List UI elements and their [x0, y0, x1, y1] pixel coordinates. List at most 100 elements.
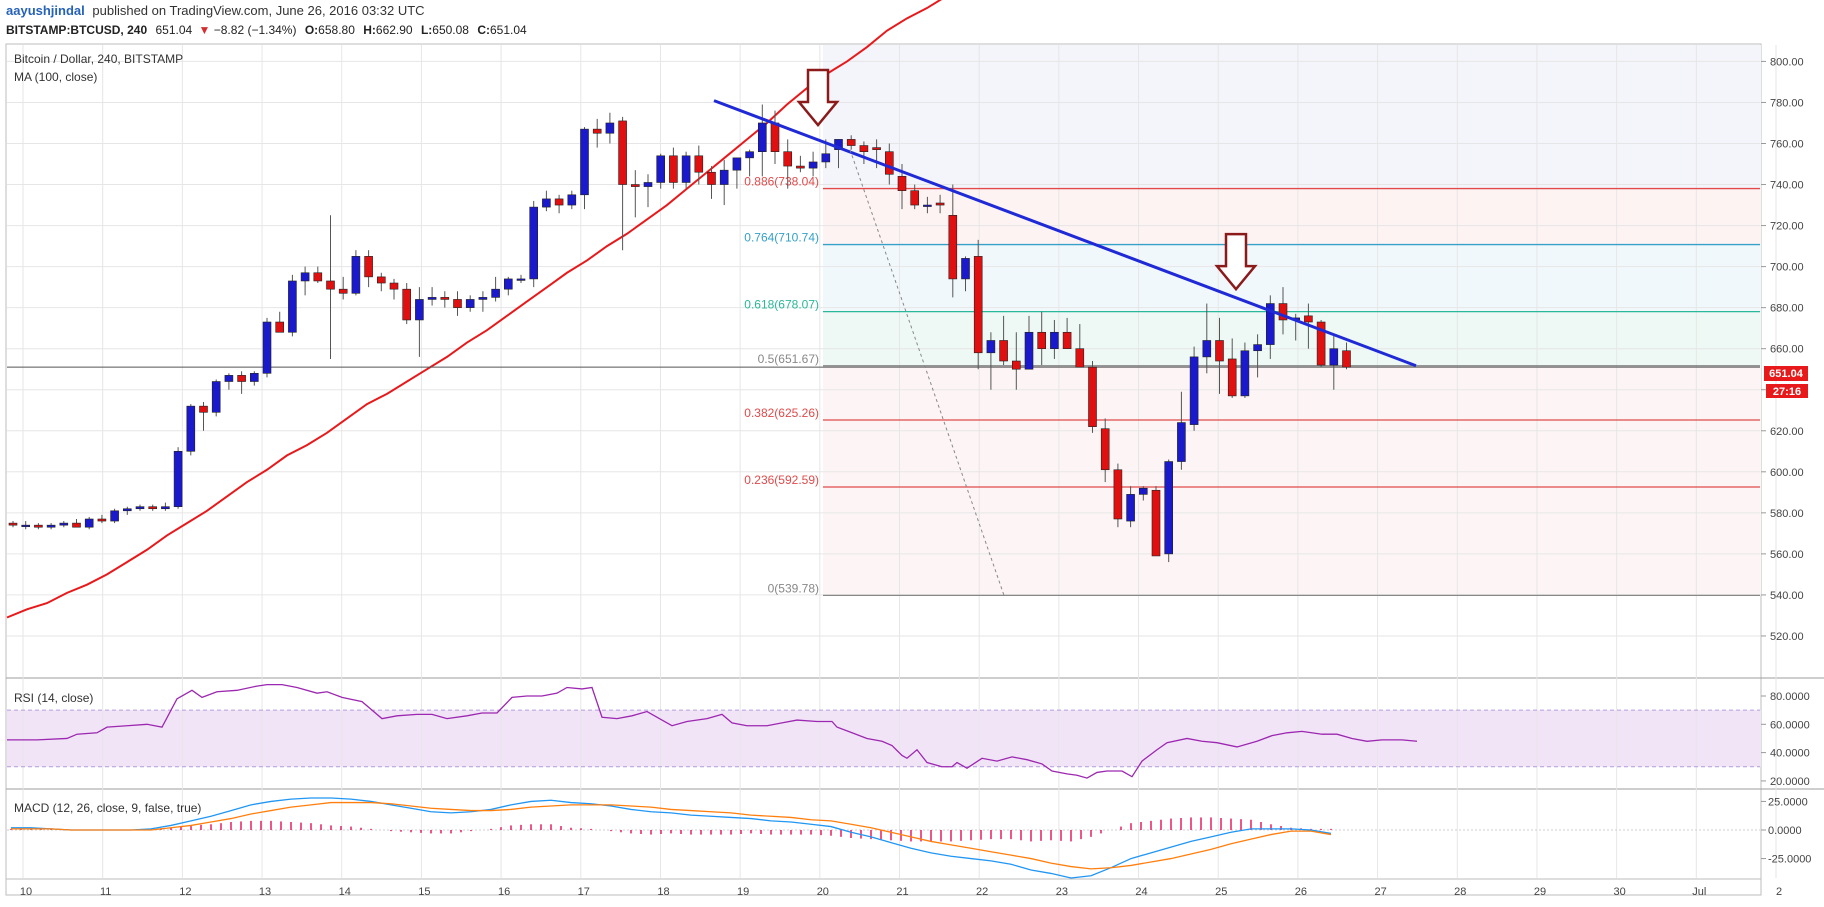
- candle-body: [300, 272, 310, 282]
- low-label: L:: [421, 23, 432, 37]
- candle-body: [478, 297, 488, 300]
- candle-body: [491, 288, 500, 298]
- candle-body: [21, 524, 31, 527]
- candle-body: [567, 194, 577, 206]
- countdown-badge: 27:16: [1766, 384, 1808, 398]
- time-tick-label: 30: [1614, 886, 1626, 898]
- rsi-tick-label: 80.0000: [1770, 691, 1810, 703]
- candle-body: [1062, 331, 1072, 349]
- moving-average-layer: [6, 0, 1760, 619]
- candle-body: [796, 165, 805, 169]
- fib-zone: [823, 365, 1761, 596]
- candle-body: [46, 524, 56, 528]
- low-value: 650.08: [432, 23, 469, 37]
- candle-body: [97, 518, 107, 522]
- candle-body: [529, 206, 539, 280]
- axes-layer: 10 11 12 13 14 15 16 17 18 19 20 21 22 23 24 25 26 27 28 29…: [20, 56, 1812, 898]
- candle-body: [618, 120, 627, 185]
- macd-tick-label: -25.0000: [1768, 854, 1811, 866]
- candle-body: [859, 145, 869, 153]
- time-tick-label: 25: [1215, 886, 1227, 898]
- fibonacci-layer[interactable]: 0.886(738.04) 0.764(710.74) 0.618(678.07) 0…: [744, 175, 1760, 597]
- candle-body: [580, 128, 589, 196]
- candle-body: [719, 169, 729, 185]
- candle-body: [910, 190, 920, 206]
- signal-line: [11, 801, 1332, 870]
- close-label: C:: [477, 23, 490, 37]
- time-tick-label: 20: [817, 886, 829, 898]
- candle-body: [1304, 315, 1313, 323]
- rsi-line: [7, 684, 1418, 779]
- candle-body: [948, 215, 958, 280]
- last-price-badge: 651.04: [1764, 366, 1808, 381]
- candle-body: [402, 288, 412, 321]
- open-value: 658.80: [318, 23, 355, 37]
- candle-body: [173, 450, 183, 507]
- candle-body: [1088, 366, 1097, 427]
- time-tick-label: 18: [657, 886, 669, 898]
- close-value: 651.04: [490, 23, 527, 37]
- macd-tick-label: 0.0000: [1768, 825, 1802, 837]
- candle-body: [351, 256, 361, 294]
- candle-body: [897, 176, 907, 191]
- candle-body: [415, 299, 424, 321]
- candle-body: [681, 155, 691, 183]
- candle-body: [364, 256, 373, 278]
- time-tick-label: 2: [1776, 886, 1782, 898]
- candle-body: [961, 258, 970, 280]
- time-tick-label: 28: [1454, 886, 1466, 898]
- last-price: 651.04: [155, 23, 192, 37]
- candle-body: [1253, 344, 1262, 352]
- rsi-tick-label: 60.0000: [1770, 719, 1810, 731]
- fib-level-label: 0.382(625.26): [744, 406, 819, 420]
- price-tick-label: 780.00: [1770, 97, 1804, 109]
- candle-body: [59, 522, 69, 526]
- candle-body: [8, 522, 18, 526]
- candle-body: [110, 510, 119, 522]
- drawings-layer[interactable]: [713, 68, 1417, 596]
- candle-body: [973, 256, 983, 354]
- rsi-layer: [7, 684, 1760, 779]
- candle-body: [846, 139, 856, 146]
- high-label: H:: [363, 23, 376, 37]
- candle-body: [630, 184, 640, 187]
- ma-legend: MA (100, close): [14, 70, 97, 84]
- candle-body: [808, 161, 818, 169]
- candle-body: [1189, 356, 1199, 425]
- time-tick-label: 10: [20, 886, 32, 898]
- main-legend-title: Bitcoin / Dollar, 240, BITSTAMP: [14, 52, 183, 66]
- candle-body: [1075, 348, 1085, 368]
- candle-body: [745, 151, 754, 159]
- candle-body: [1240, 350, 1250, 397]
- candle-body: [757, 122, 767, 153]
- down-arrow-icon: [1214, 232, 1258, 292]
- fib-zone: [823, 45, 1761, 189]
- candle-body: [694, 155, 704, 173]
- candle-body: [732, 157, 742, 171]
- candle-body: [275, 321, 285, 333]
- candle-body: [250, 373, 259, 382]
- candle-body: [1316, 321, 1326, 366]
- price-tick-label: 720.00: [1770, 221, 1804, 233]
- price-tick-label: 800.00: [1770, 56, 1804, 68]
- price-tick-label: 700.00: [1770, 262, 1804, 274]
- fib-level-label: 0(539.78): [768, 581, 819, 595]
- candle-body: [1050, 331, 1059, 349]
- candle-body: [1329, 348, 1339, 366]
- author-link[interactable]: aayushjindal: [6, 3, 85, 18]
- candle-body: [1215, 340, 1224, 362]
- fib-level-label: 0.236(592.59): [744, 473, 819, 487]
- time-tick-label: 12: [179, 886, 191, 898]
- candle-body: [338, 288, 348, 294]
- macd-layer: [7, 797, 1760, 879]
- candle-body: [1177, 422, 1186, 462]
- candle-body: [884, 151, 894, 175]
- time-tick-label: 17: [578, 886, 590, 898]
- candle-body: [656, 155, 666, 183]
- price-tick-label: 600.00: [1770, 467, 1804, 479]
- price-tick-label: 620.00: [1770, 426, 1804, 438]
- price-tick-label: 560.00: [1770, 549, 1804, 561]
- countdown-badge-text: 27:16: [1773, 386, 1801, 398]
- candle-body: [453, 299, 462, 308]
